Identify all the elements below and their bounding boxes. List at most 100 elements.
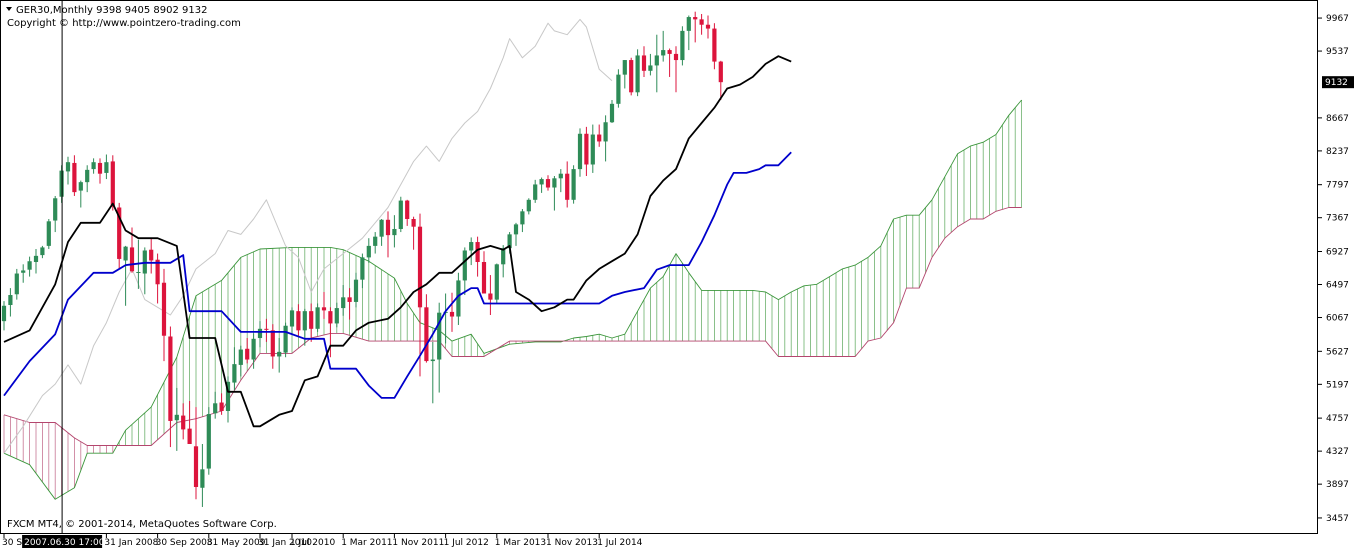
time-tick-label: 1 Jul 2014	[597, 538, 642, 548]
candle-body	[181, 415, 186, 430]
candle-body	[72, 162, 77, 193]
candle	[277, 338, 282, 373]
candle-body	[597, 134, 602, 142]
candle-body	[270, 330, 275, 357]
candle	[545, 175, 551, 191]
candle	[673, 46, 679, 93]
candle	[686, 15, 691, 51]
candle	[475, 236, 480, 277]
candle-body	[40, 247, 45, 256]
candle	[680, 26, 685, 66]
candle	[315, 303, 320, 332]
candle	[430, 341, 435, 404]
candle-body	[654, 55, 659, 66]
candle-body	[430, 359, 435, 362]
candle-body	[507, 234, 512, 249]
candle	[622, 60, 627, 89]
candle-body	[257, 328, 263, 339]
candle	[424, 294, 429, 363]
candle-body	[417, 226, 423, 308]
candle-body	[341, 297, 346, 309]
candle	[392, 215, 397, 248]
chikou-span	[3, 18, 613, 454]
senkou-span-a	[3, 99, 1022, 500]
candle-body	[513, 224, 519, 235]
price-tick-label: 4327	[1326, 447, 1349, 457]
dropdown-triangle-icon[interactable]	[6, 7, 12, 11]
candle-body	[392, 228, 397, 236]
candle-body	[622, 60, 627, 75]
candle	[21, 264, 26, 283]
candle	[238, 345, 243, 377]
candle-body	[603, 122, 608, 142]
candle-body	[424, 307, 429, 362]
candle-body	[693, 17, 698, 20]
copyright-text: Copyright © http://www.pointzero-trading…	[7, 18, 241, 29]
candle-body	[27, 261, 32, 270]
candle	[693, 11, 698, 43]
candle	[533, 179, 538, 203]
candle	[225, 376, 231, 423]
candle-body	[238, 349, 243, 365]
candle	[27, 256, 32, 277]
candle-body	[712, 28, 717, 62]
candle-body	[533, 184, 538, 200]
candle	[78, 180, 83, 208]
candle-body	[245, 348, 250, 360]
candle-body	[321, 307, 327, 311]
candle-body	[488, 293, 493, 300]
time-tick-label: 1 Mar 2011	[341, 538, 392, 548]
candle	[46, 219, 51, 249]
candle	[405, 199, 410, 226]
candle-body	[673, 53, 679, 61]
ichimoku-cloud	[3, 99, 1022, 500]
candle	[321, 291, 327, 319]
candle-body	[353, 279, 359, 302]
crosshair-time-tag: 2007.06.30 17:00	[22, 535, 105, 548]
candle-body	[315, 307, 320, 329]
candle-body	[187, 428, 192, 444]
ichimoku-lines	[3, 55, 792, 428]
price-tick-label: 5627	[1326, 347, 1349, 357]
candle-body	[616, 74, 621, 104]
candle	[469, 237, 474, 266]
candle	[123, 245, 128, 306]
time-tick-label: 31 Jan 2010	[258, 538, 312, 548]
price-tick-label: 6497	[1326, 281, 1349, 291]
candle	[603, 115, 608, 162]
candle-body	[718, 61, 723, 83]
candle-body	[405, 200, 410, 220]
symbol-info: GER30,Monthly 9398 9405 8902 9132	[16, 5, 207, 16]
candle	[187, 400, 192, 444]
candle-body	[53, 198, 58, 221]
price-axis: 9967 9537 8667 8237 7797 7367 6927 6497 6067 5627…	[1318, 14, 1349, 524]
candle-body	[213, 403, 218, 414]
candle	[552, 176, 557, 211]
candle	[289, 307, 295, 335]
candle	[565, 161, 570, 208]
candle	[654, 34, 659, 93]
candle	[1, 301, 7, 331]
candle	[309, 303, 314, 342]
candle-body	[552, 178, 557, 188]
candle	[72, 155, 77, 196]
candle	[558, 169, 563, 193]
candle	[597, 124, 602, 147]
candle-body	[437, 312, 442, 360]
candle-body	[193, 446, 199, 487]
candle	[513, 222, 519, 246]
candle	[411, 216, 416, 250]
candle	[366, 238, 371, 263]
candle-body	[680, 30, 685, 61]
candle	[251, 333, 256, 369]
candle	[264, 318, 269, 342]
candle	[398, 196, 403, 233]
candle	[385, 211, 391, 258]
time-tick-label: 30 Sep 2008	[156, 538, 213, 548]
candle-body	[565, 173, 570, 200]
senkou-span-b	[3, 207, 1022, 446]
candle	[110, 155, 115, 211]
